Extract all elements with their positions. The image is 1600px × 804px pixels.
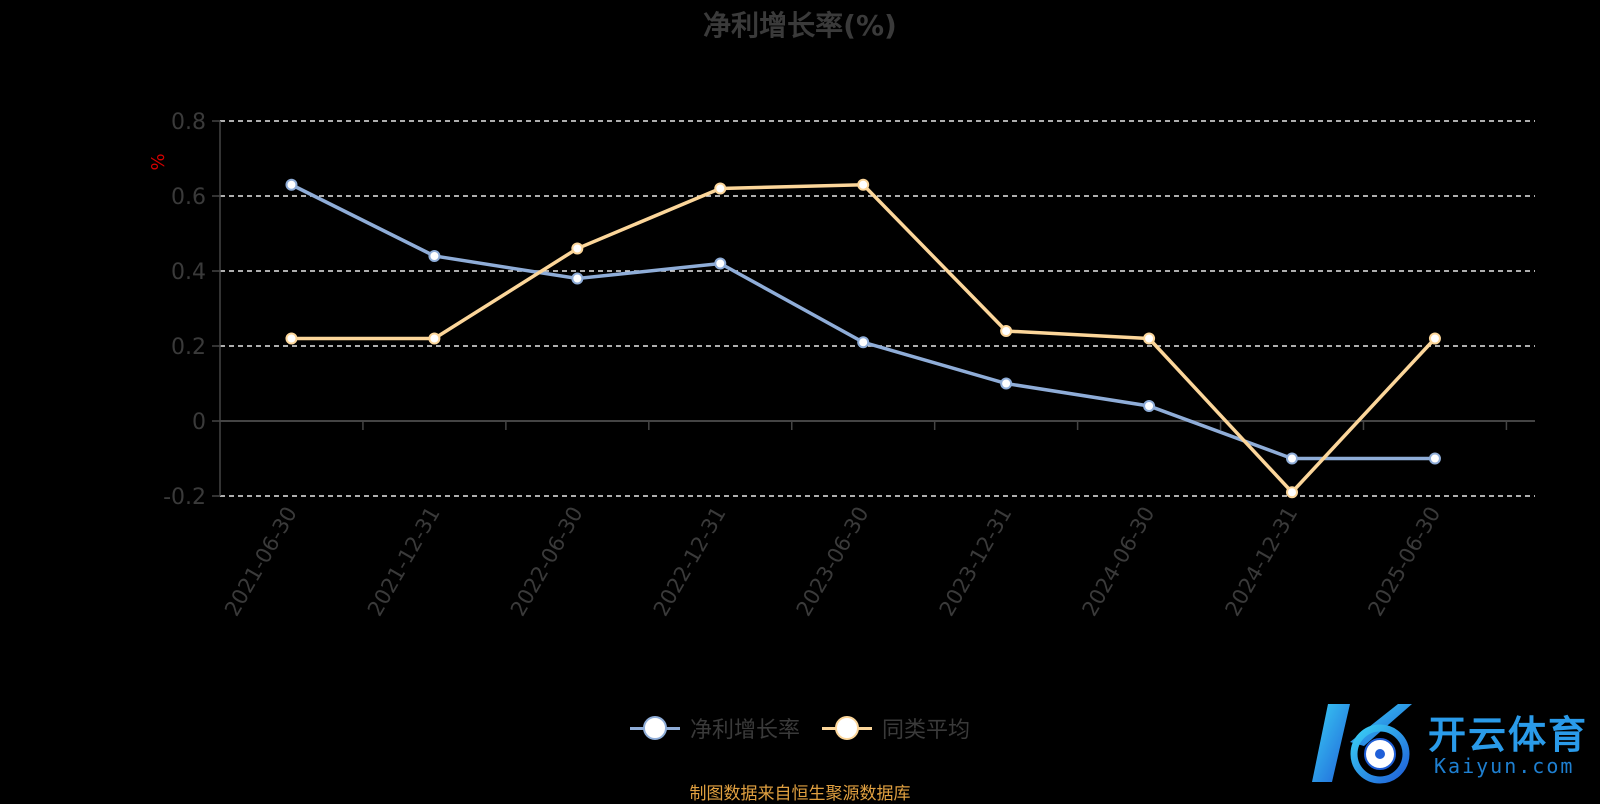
series-1-point (571, 242, 584, 255)
watermark-domain: Kaiyun.com (1434, 754, 1575, 778)
series-0-point (857, 336, 870, 349)
y-tick-label: 0.6 (171, 185, 206, 210)
legend-swatch-series-1 (822, 715, 872, 741)
x-tick-label: 2024-12-31 (1221, 503, 1303, 621)
legend-item-series-0[interactable]: 净利增长率 (629, 712, 800, 744)
legend-label-series-0: 净利增长率 (689, 718, 800, 743)
series-0-point (1428, 452, 1441, 465)
series-0-point (714, 257, 727, 270)
series-1-point (714, 182, 727, 195)
watermark-brand: 开云体育 (1428, 713, 1589, 757)
watermark: 开云体育 Kaiyun.com (1310, 698, 1595, 788)
y-tick-label: 0 (192, 410, 206, 435)
series-1-point (857, 178, 870, 191)
series-1-point (1286, 486, 1299, 499)
x-tick-label: 2023-12-31 (935, 503, 1017, 621)
series-1-point (285, 332, 298, 345)
x-tick-label: 2022-06-30 (506, 503, 588, 621)
x-tick-label: 2024-06-30 (1078, 503, 1160, 621)
x-tick-label: 2023-06-30 (792, 503, 874, 621)
x-tick-label: 2022-12-31 (649, 503, 731, 621)
y-tick-label: -0.2 (163, 485, 206, 510)
data-source-note: 制图数据来自恒生聚源数据库 (689, 784, 911, 804)
series-0-point (428, 250, 441, 262)
y-tick-label: 0.8 (171, 110, 206, 135)
series-1-point (1428, 332, 1441, 345)
y-tick-label: 0.2 (171, 335, 206, 360)
series-0-point (571, 272, 584, 285)
legend: 净利增长率 同类平均 (0, 712, 1600, 744)
series-1-point (428, 332, 441, 345)
chart-title: 净利增长率(%) (703, 9, 897, 42)
series-0-point (1286, 452, 1299, 465)
x-tick-label: 2025-06-30 (1363, 503, 1445, 621)
x-tick-label: 2021-12-31 (363, 503, 445, 621)
legend-item-series-1[interactable]: 同类平均 (822, 712, 970, 744)
series-1-point (1143, 332, 1156, 345)
series-0-point (1000, 377, 1013, 390)
y-axis-label: % (148, 153, 169, 170)
series-0-point (285, 178, 298, 191)
watermark-logo (1312, 704, 1412, 784)
legend-label-series-1: 同类平均 (882, 718, 971, 743)
x-tick-label: 2021-06-30 (220, 503, 302, 621)
series-0-point (1143, 400, 1156, 412)
y-tick-label: 0.4 (171, 260, 206, 285)
series-1-point (1000, 325, 1013, 337)
legend-swatch-series-0 (629, 715, 680, 741)
